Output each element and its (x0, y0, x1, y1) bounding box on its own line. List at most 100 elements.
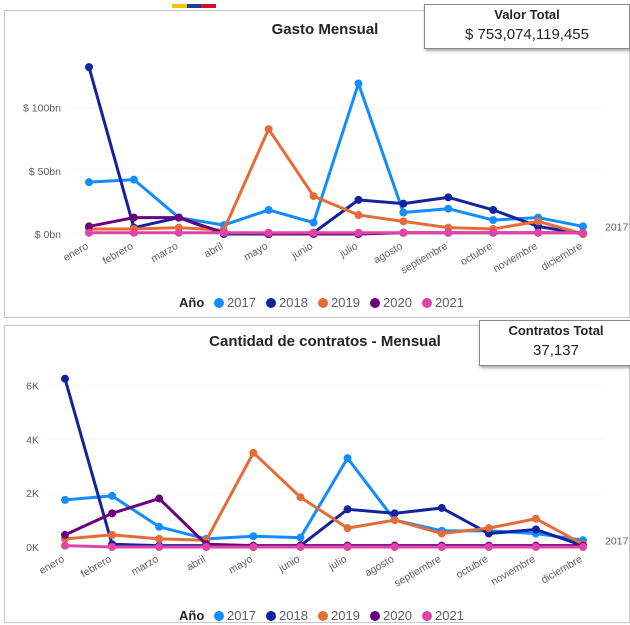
data-point-2019 (264, 125, 273, 134)
data-point-2018 (489, 205, 498, 214)
data-point-2019 (534, 217, 543, 226)
x-tick-label: octubre (458, 240, 494, 268)
legend-label-2021: 2021 (435, 295, 464, 310)
data-point-2021 (579, 228, 587, 237)
legend-marker-2021 (422, 611, 432, 621)
x-tick-label: septiembre (399, 240, 450, 276)
x-tick-label: agosto (372, 240, 405, 266)
data-point-2019 (437, 529, 446, 538)
y-tick-label: $ 50bn (29, 166, 61, 178)
data-point-2017 (108, 491, 117, 500)
legend-label-2018: 2018 (279, 608, 308, 622)
x-tick-label: marzo (129, 553, 160, 578)
data-point-2021 (531, 543, 540, 551)
data-point-2018 (444, 193, 453, 202)
legend-label-2019: 2019 (331, 608, 360, 622)
data-point-2021 (219, 228, 228, 237)
data-point-2021 (174, 228, 183, 237)
data-point-2019 (309, 192, 318, 201)
data-point-2019 (354, 211, 363, 220)
data-point-2020 (174, 213, 183, 222)
series-line-2018 (87, 66, 584, 236)
y-tick-label: 6K (26, 380, 39, 392)
y-tick-label: 2K (26, 488, 39, 500)
data-point-2019 (296, 493, 305, 502)
data-point-2017 (264, 205, 273, 214)
data-point-2017 (444, 204, 453, 213)
monthly-spend-panel: Gasto Mensual $ 0bn $ 50bn $ 100bn enero febr… (4, 10, 630, 318)
data-point-2021 (202, 543, 211, 551)
x-tick-label: mayo (242, 240, 270, 263)
data-point-2019 (399, 217, 408, 226)
data-point-2017 (61, 495, 69, 504)
series-line-2019 (64, 451, 584, 546)
x-tick-label: junio (276, 553, 302, 575)
flag-yellow (172, 4, 187, 8)
data-point-2020 (61, 530, 69, 539)
x-tick-label: mayo (227, 553, 255, 576)
data-point-2018 (354, 195, 363, 204)
data-point-2017 (579, 222, 587, 231)
y-tick-label: $ 100bn (23, 103, 61, 115)
data-point-2021 (390, 543, 399, 551)
data-point-2020 (108, 509, 117, 518)
data-point-2019 (343, 524, 352, 533)
data-point-2021 (343, 543, 352, 551)
data-point-2017 (354, 79, 363, 88)
monthly-spend-chart: Gasto Mensual $ 0bn $ 50bn $ 100bn enero febr… (23, 21, 628, 310)
total-value-amount: $ 753,074,119,455 (464, 26, 589, 43)
data-point-2018 (531, 525, 540, 534)
x-tick-label: octubre (454, 553, 490, 581)
data-point-2018 (390, 509, 399, 518)
legend-marker-2017 (214, 611, 224, 621)
legend-marker-2019 (318, 298, 328, 308)
data-point-2021 (249, 543, 258, 551)
series-line-2018 (63, 378, 584, 549)
data-point-2017 (489, 216, 498, 225)
x-tick-label: agosto (363, 553, 396, 579)
data-point-2017 (399, 208, 408, 217)
legend-title: Año (179, 295, 204, 310)
x-tick-label: abril (202, 240, 225, 260)
data-point-2019 (390, 516, 399, 525)
legend-title: Año (179, 608, 204, 622)
series-end-label: 2017 (605, 535, 629, 547)
data-point-2021 (61, 541, 69, 550)
legend-marker-2018 (266, 611, 276, 621)
data-point-2021 (108, 543, 117, 551)
x-tick-label: junio (289, 240, 315, 262)
data-point-2018 (61, 374, 69, 383)
series-line-2017 (64, 456, 584, 542)
data-point-2021 (444, 228, 453, 237)
x-tick-label: diciembre (539, 553, 585, 586)
data-point-2021 (534, 228, 543, 237)
legend-label-2017: 2017 (227, 608, 256, 622)
x-tick-label: diciembre (539, 240, 585, 273)
total-value-label: Valor Total (494, 7, 560, 22)
data-point-2017 (85, 178, 93, 187)
x-tick-label: marzo (149, 240, 180, 265)
data-point-2020 (85, 222, 93, 231)
flag-red (201, 4, 217, 8)
total-contracts-amount: 37,137 (533, 342, 579, 359)
total-contracts-card: Contratos Total 37,137 (479, 320, 630, 366)
total-value-card: Valor Total $ 753,074,119,455 (424, 4, 630, 49)
y-tick-label: $ 0bn (35, 229, 61, 241)
legend-label-2020: 2020 (383, 608, 412, 622)
x-tick-label: julio (326, 553, 349, 573)
data-point-2021 (579, 543, 587, 551)
x-tick-label: julio (337, 240, 360, 260)
data-point-2018 (85, 63, 93, 72)
data-point-2021 (296, 543, 305, 551)
data-point-2019 (531, 514, 540, 523)
legend-marker-2018 (266, 298, 276, 308)
data-point-2018 (343, 505, 352, 514)
x-tick-label: febrero (79, 553, 114, 580)
x-tick-label: abril (185, 553, 208, 573)
x-tick-label: enero (37, 553, 66, 577)
data-point-2021 (85, 228, 93, 237)
data-point-2021 (489, 228, 498, 237)
data-point-2021 (264, 228, 273, 237)
data-point-2021 (484, 543, 493, 551)
x-tick-label: noviembre (489, 553, 538, 588)
